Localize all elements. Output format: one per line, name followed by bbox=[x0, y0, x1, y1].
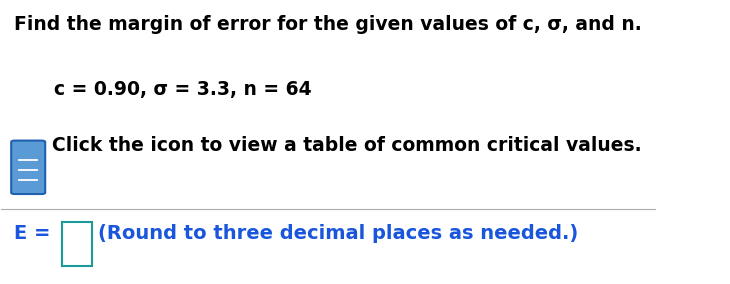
Text: E =: E = bbox=[15, 224, 58, 243]
Text: Find the margin of error for the given values of c, σ, and n.: Find the margin of error for the given v… bbox=[15, 15, 642, 34]
Text: Click the icon to view a table of common critical values.: Click the icon to view a table of common… bbox=[53, 136, 642, 155]
Text: (Round to three decimal places as needed.): (Round to three decimal places as needed… bbox=[98, 224, 578, 243]
FancyBboxPatch shape bbox=[11, 141, 45, 194]
Bar bbox=[61, 222, 92, 266]
Text: c = 0.90, σ = 3.3, n = 64: c = 0.90, σ = 3.3, n = 64 bbox=[54, 80, 311, 99]
